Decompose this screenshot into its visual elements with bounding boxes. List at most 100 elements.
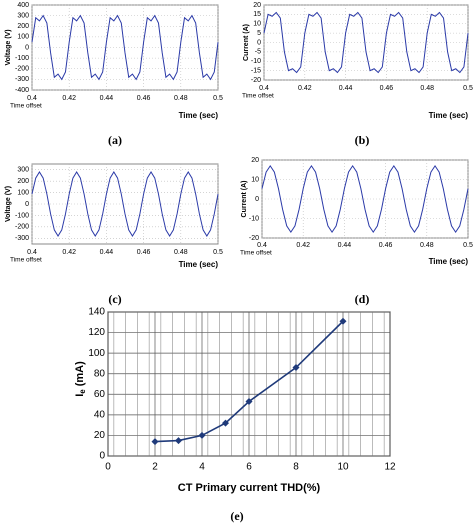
x-tick-label: 0.42 (62, 95, 76, 102)
y-tick-label: -20 (249, 235, 259, 242)
y-tick-label: -200 (15, 66, 29, 73)
x-tick-label: 0.42 (296, 242, 310, 249)
y-tick-label: 15 (253, 11, 261, 18)
x-tick-label: 0.46 (137, 249, 151, 256)
y-axis-label: Voltage (V) (5, 186, 12, 222)
x-tick-label: 0.42 (62, 249, 76, 256)
y-tick-label: -20 (251, 77, 261, 84)
y-tick-label: 20 (251, 157, 259, 164)
y-tick-label: 10 (253, 21, 261, 28)
y-tick-label: 0 (255, 196, 259, 203)
y-tick-label: 20 (94, 430, 106, 441)
y-tick-label: -5 (255, 49, 261, 56)
y-axis-label: Current (A) (241, 181, 248, 218)
data-point (245, 397, 253, 405)
y-tick-label: -10 (251, 58, 261, 65)
y-tick-label: 20 (253, 2, 261, 9)
y-tick-label: -100 (15, 55, 29, 62)
y-tick-label: 10 (251, 176, 259, 183)
y-tick-label: 140 (88, 307, 105, 318)
x-tick-label: 0.5 (463, 85, 473, 92)
y-tick-label: 400 (17, 2, 29, 9)
caption: (b) (355, 133, 370, 147)
y-tick-label: -15 (251, 67, 261, 74)
y-tick-label: 0 (99, 451, 105, 462)
caption: (e) (230, 509, 243, 523)
x-tick-label: 0.4 (27, 249, 37, 256)
x-tick-label: 0 (105, 462, 111, 473)
y-tick-label: 100 (17, 34, 29, 41)
y-tick-label: 0 (25, 44, 29, 51)
x-tick-label: 0.46 (380, 85, 394, 92)
y-tick-label: 0 (25, 201, 29, 208)
data-line (263, 11, 469, 74)
annotation: Time offset (242, 93, 274, 100)
y-tick-label: 5 (257, 30, 261, 37)
data-point (292, 364, 300, 372)
x-tick-label: 0.4 (259, 85, 269, 92)
y-tick-label: 200 (17, 23, 29, 30)
data-point (151, 438, 159, 446)
x-axis-label: Time (sec) (179, 260, 219, 269)
y-tick-label: 40 (94, 409, 106, 420)
x-tick-label: 0.44 (339, 85, 353, 92)
data-line (31, 14, 219, 81)
x-tick-label: 0.46 (379, 242, 393, 249)
y-tick-label: -300 (15, 235, 29, 242)
caption: (c) (108, 292, 121, 306)
y-tick-label: 60 (94, 389, 106, 400)
data-point (222, 419, 229, 427)
x-axis-label: Time (sec) (179, 111, 219, 120)
y-tick-label: 300 (17, 12, 29, 19)
x-tick-label: 0.44 (100, 249, 114, 256)
x-axis-label: Time (sec) (429, 111, 469, 120)
caption: (a) (108, 133, 122, 147)
data-line (31, 171, 219, 237)
x-tick-label: 6 (246, 462, 252, 473)
x-tick-label: 0.5 (213, 95, 223, 102)
x-tick-label: 0.48 (420, 85, 434, 92)
y-axis-label: Voltage (V) (5, 29, 12, 65)
x-tick-label: 2 (152, 462, 158, 473)
data-point (175, 437, 182, 445)
label-sub: e (78, 389, 87, 394)
annotation: Time offset (10, 257, 42, 264)
x-axis-label: Time (sec) (429, 257, 469, 266)
y-tick-label: 100 (17, 189, 29, 196)
y-tick-label: -300 (15, 76, 29, 83)
caption: (d) (355, 292, 370, 306)
x-tick-label: 10 (337, 462, 349, 473)
x-tick-label: 0.48 (420, 242, 434, 249)
x-tick-label: 12 (384, 462, 396, 473)
x-tick-label: 0.42 (298, 85, 312, 92)
x-axis-label: CT Primary current THD(%) (178, 482, 321, 494)
y-tick-label: 300 (17, 167, 29, 174)
y-tick-label: 200 (17, 178, 29, 185)
y-tick-label: 120 (88, 327, 105, 338)
y-axis-label: Current (A) (243, 24, 250, 61)
x-tick-label: 0.44 (338, 242, 352, 249)
x-tick-label: 0.4 (257, 242, 267, 249)
label-main: I (74, 394, 86, 397)
x-tick-label: 0.46 (137, 95, 151, 102)
annotation: Time offset (10, 103, 42, 110)
annotation: Time offset (240, 250, 272, 257)
label-rest: (mA) (74, 361, 86, 386)
x-tick-label: 0.48 (174, 95, 188, 102)
x-tick-label: 4 (199, 462, 205, 473)
y-tick-label: 100 (88, 348, 105, 359)
x-tick-label: 0.5 (213, 249, 223, 256)
x-tick-label: 8 (293, 462, 299, 473)
y-tick-label: 0 (257, 39, 261, 46)
data-line (261, 164, 469, 234)
y-tick-label: -10 (249, 215, 259, 222)
data-point (339, 317, 347, 325)
x-tick-label: 0.4 (27, 95, 37, 102)
y-tick-label: -200 (15, 224, 29, 231)
y-tick-label: 80 (94, 368, 106, 379)
y-tick-label: -100 (15, 212, 29, 219)
x-tick-label: 0.44 (100, 95, 114, 102)
y-tick-label: -400 (15, 87, 29, 94)
x-tick-label: 0.5 (463, 242, 473, 249)
